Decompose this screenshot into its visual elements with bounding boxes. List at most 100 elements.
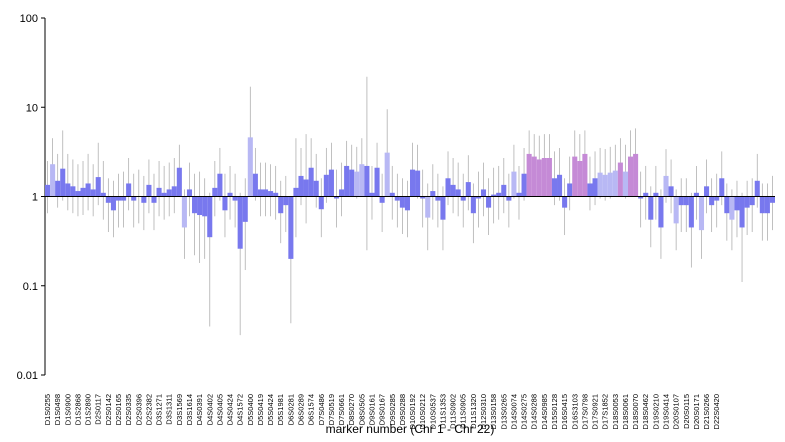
x-tick-label: D16S3103	[570, 394, 579, 429]
bar	[739, 196, 745, 228]
bar	[455, 189, 461, 197]
x-tick-label: D19S0210	[651, 394, 660, 429]
bar	[633, 153, 639, 197]
bar	[617, 162, 623, 197]
bar	[622, 171, 628, 197]
x-tick-label: D3S1311	[165, 394, 174, 425]
x-tick-label: D4S0391	[195, 394, 204, 425]
x-tick-label: D2S2382	[144, 394, 153, 425]
bar	[577, 160, 583, 197]
bar	[212, 187, 218, 197]
bar	[333, 196, 340, 199]
bar	[110, 196, 116, 211]
x-tick-label: D1S0900	[63, 394, 72, 425]
bar	[247, 137, 253, 197]
bar	[283, 196, 289, 206]
bar	[536, 159, 542, 197]
bar	[232, 196, 238, 201]
bar	[60, 168, 66, 197]
x-tick-label: D13S0158	[489, 394, 498, 429]
bar	[308, 167, 314, 197]
bar	[582, 153, 588, 197]
x-tick-label: D20S0171	[692, 394, 701, 429]
bar	[344, 165, 350, 197]
bar	[202, 196, 208, 217]
bar	[663, 175, 669, 197]
x-tick-label: D5S1981	[276, 394, 285, 425]
bar	[673, 196, 679, 224]
bar	[521, 173, 527, 197]
bar	[435, 196, 441, 201]
x-tick-label: D11S0905	[459, 394, 468, 429]
bar	[440, 196, 446, 220]
y-tick-label: 100	[20, 13, 38, 25]
bar	[50, 164, 56, 197]
bar	[567, 183, 573, 197]
bar	[181, 196, 187, 228]
x-tick-label: D20S0115	[682, 394, 691, 429]
bar	[105, 196, 111, 203]
x-tick-label: D1S0255	[43, 394, 52, 425]
bar	[658, 196, 664, 228]
bar	[420, 196, 426, 199]
bar	[465, 182, 471, 197]
bar	[643, 192, 649, 197]
x-tick-label: D11S0902	[449, 394, 458, 429]
bar	[70, 186, 76, 197]
bar	[714, 196, 720, 201]
bar	[171, 186, 177, 197]
bar	[364, 165, 370, 197]
bar	[769, 196, 775, 203]
bar	[278, 196, 284, 214]
x-tick-label: D1S2890	[84, 394, 93, 425]
bar	[227, 192, 233, 197]
bar	[95, 177, 101, 197]
x-tick-label: D14S0288	[530, 394, 539, 429]
bar	[90, 189, 96, 197]
bar	[176, 167, 182, 197]
x-tick-label: D11S1320	[469, 394, 478, 429]
bar	[546, 158, 552, 197]
bar	[759, 196, 765, 214]
x-tick-label: D18S0462	[641, 394, 650, 429]
bar	[65, 183, 71, 197]
bar	[349, 169, 355, 197]
x-tick-label: D2S0165	[114, 394, 123, 425]
bar	[541, 158, 547, 197]
bar	[389, 192, 395, 197]
bar	[323, 174, 329, 197]
bar	[425, 196, 431, 218]
x-tick-label: D17S0921	[591, 394, 600, 429]
x-tick-label: D4S1572	[236, 394, 245, 425]
x-tick-label: D11S1353	[438, 394, 447, 429]
x-tick-label: D7S0486	[317, 394, 326, 425]
bar	[339, 189, 345, 197]
bar	[551, 178, 558, 197]
bar	[298, 175, 304, 197]
bar	[572, 156, 578, 197]
x-tick-label: D7S0661	[337, 394, 346, 425]
x-axis-label: marker number (Chr 1 - Chr 22)	[326, 422, 495, 436]
bar	[252, 173, 258, 197]
bar	[237, 196, 243, 249]
x-tick-label: D6S0281	[286, 394, 295, 425]
bar	[653, 192, 659, 197]
bar	[486, 196, 492, 208]
x-tick-label: D8S0505	[357, 394, 366, 425]
y-tick-label: 1	[32, 192, 38, 204]
bar	[729, 196, 735, 220]
bar	[410, 169, 416, 197]
x-tick-label: D14S0074	[509, 394, 518, 429]
bar	[612, 170, 618, 197]
bar	[75, 191, 81, 197]
y-tick-label: 10	[26, 102, 38, 114]
bar	[100, 192, 106, 197]
bar	[719, 178, 725, 197]
bar	[724, 196, 730, 214]
bar	[141, 196, 147, 203]
x-tick-label: D1S2868	[73, 394, 82, 425]
x-tick-label: D3S1569	[175, 394, 184, 425]
bar	[506, 196, 512, 201]
x-tick-label: D3S1271	[155, 394, 164, 425]
bar	[126, 183, 132, 197]
